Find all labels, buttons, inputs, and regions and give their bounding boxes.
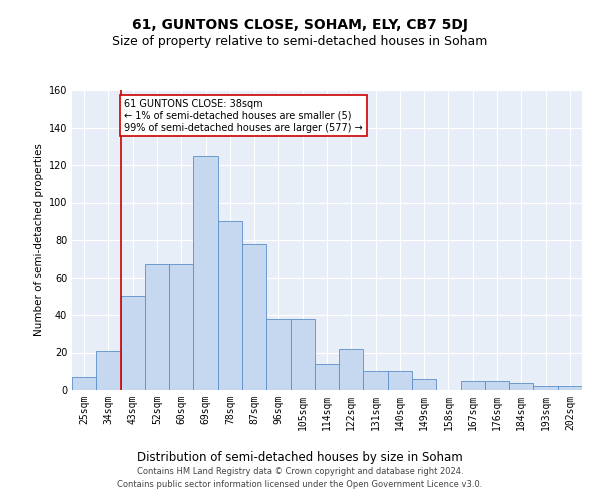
Text: 61, GUNTONS CLOSE, SOHAM, ELY, CB7 5DJ: 61, GUNTONS CLOSE, SOHAM, ELY, CB7 5DJ bbox=[132, 18, 468, 32]
Bar bbox=[364, 371, 388, 390]
Bar bbox=[218, 221, 242, 390]
Bar bbox=[339, 349, 364, 390]
Bar bbox=[96, 350, 121, 390]
Y-axis label: Number of semi-detached properties: Number of semi-detached properties bbox=[34, 144, 44, 336]
Text: 61 GUNTONS CLOSE: 38sqm
← 1% of semi-detached houses are smaller (5)
99% of semi: 61 GUNTONS CLOSE: 38sqm ← 1% of semi-det… bbox=[124, 100, 363, 132]
Bar bbox=[290, 319, 315, 390]
Bar bbox=[485, 380, 509, 390]
Bar bbox=[315, 364, 339, 390]
Bar bbox=[193, 156, 218, 390]
Bar bbox=[266, 319, 290, 390]
Bar bbox=[242, 244, 266, 390]
Bar bbox=[145, 264, 169, 390]
Bar bbox=[461, 380, 485, 390]
Bar bbox=[558, 386, 582, 390]
Bar bbox=[509, 382, 533, 390]
Bar bbox=[169, 264, 193, 390]
Text: Distribution of semi-detached houses by size in Soham: Distribution of semi-detached houses by … bbox=[137, 451, 463, 464]
Bar bbox=[533, 386, 558, 390]
Text: Size of property relative to semi-detached houses in Soham: Size of property relative to semi-detach… bbox=[112, 35, 488, 48]
Bar bbox=[412, 379, 436, 390]
Bar bbox=[121, 296, 145, 390]
Bar bbox=[388, 371, 412, 390]
Text: Contains HM Land Registry data © Crown copyright and database right 2024.
Contai: Contains HM Land Registry data © Crown c… bbox=[118, 468, 482, 489]
Bar bbox=[72, 377, 96, 390]
